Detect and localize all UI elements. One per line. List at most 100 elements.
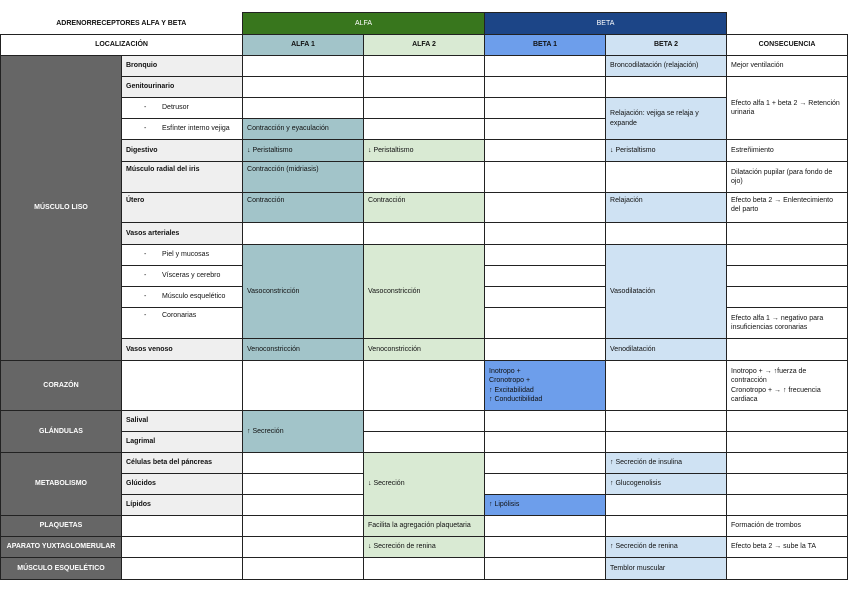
header-alfa1: ALFA 1 xyxy=(242,34,365,56)
table-row: Vasos venoso Venoconstricción Venoconstr… xyxy=(1,338,848,361)
alfa2-cell xyxy=(363,360,486,411)
beta1-cell xyxy=(484,286,607,308)
alfa1-cell xyxy=(242,360,365,411)
beta1-cell: ↑ Lipólisis xyxy=(484,494,607,516)
table-row: METABOLISMO Células beta del páncreas ↓ … xyxy=(0,452,848,516)
table-row: Piel y mucosas Vasoconstricción Vasocons… xyxy=(1,244,848,339)
category-corazon: CORAZÓN xyxy=(0,360,122,411)
location-cell xyxy=(120,360,244,411)
table-row: MÚSCULO ESQUELÉTICO Temblor muscular xyxy=(0,557,848,580)
location-cell xyxy=(120,515,244,537)
beta1-cell xyxy=(484,307,607,339)
alfa1-cell: Contracción xyxy=(242,192,365,223)
beta2-cell: ↓ Peristaltismo xyxy=(605,139,728,162)
consequence-cell: Efecto alfa 1 + beta 2 → Retención urina… xyxy=(726,76,848,140)
location-cell: Digestivo xyxy=(120,139,244,162)
table-row: APARATO YUXTAGLOMERULAR ↓ Secreción de r… xyxy=(0,536,848,558)
table-row: Genitourinario Efecto alfa 1 + beta 2 → … xyxy=(1,76,848,140)
beta1-cell xyxy=(484,557,607,580)
alfa1-cell: ↑ Secreción xyxy=(242,410,365,453)
category-metabolismo: METABOLISMO xyxy=(0,452,122,516)
beta1-cell xyxy=(484,222,607,245)
beta2-cell: Relajación xyxy=(605,192,728,223)
location-cell: Vasos venoso xyxy=(120,338,244,361)
alfa1-cell: Contracción (midriasis) xyxy=(242,161,365,193)
consequence-cell xyxy=(726,244,848,266)
consequence-cell xyxy=(726,222,848,245)
consequence-cell: Mejor ventilación xyxy=(726,55,848,77)
table-row: Útero Contracción Contracción Relajación… xyxy=(1,192,848,223)
beta1-cell xyxy=(484,515,607,537)
beta1-cell xyxy=(484,76,607,98)
alfa2-cell xyxy=(363,557,486,580)
beta1-cell xyxy=(484,118,607,140)
consequence-cell: Efecto alfa 1 → negativo para insuficien… xyxy=(726,307,848,339)
consequence-cell: Inotropo + → ↑fuerza de contracción Cron… xyxy=(726,360,848,411)
category-musculo-liso: MÚSCULO LISO xyxy=(0,55,122,361)
adrenoreceptor-table: ADRENORRECEPTORES ALFA Y BETA ALFA BETA … xyxy=(0,12,848,580)
alfa2-cell: ↓ Secreción de renina xyxy=(363,536,486,558)
alfa1-cell xyxy=(242,473,365,495)
table-row: GLÁNDULAS Salival ↑ Secreción xyxy=(0,410,848,453)
table-row: PLAQUETAS Facilita la agregación plaquet… xyxy=(0,515,848,537)
beta1-cell xyxy=(484,192,607,223)
beta2-cell xyxy=(605,360,728,411)
location-cell: Detrusor xyxy=(120,97,244,119)
alfa2-cell: ↓ Peristaltismo xyxy=(363,139,486,162)
location-cell: Glúcidos xyxy=(120,473,244,495)
header-beta: BETA xyxy=(484,12,728,35)
table-row: Lípidos ↑ Lipólisis xyxy=(1,494,848,516)
alfa1-cell: Vasoconstricción xyxy=(242,244,365,339)
table-row: Vasos arteriales xyxy=(1,222,848,245)
consequence-cell xyxy=(726,473,848,495)
consequence-cell xyxy=(726,338,848,361)
beta2-cell xyxy=(605,494,728,516)
beta1-cell xyxy=(484,97,607,119)
category-plaquetas: PLAQUETAS xyxy=(0,515,122,537)
alfa1-cell: Venoconstricción xyxy=(242,338,365,361)
alfa2-cell xyxy=(363,161,486,193)
consequence-cell: Formación de trombos xyxy=(726,515,848,537)
beta2-cell: Broncodilatación (relajación) xyxy=(605,55,728,77)
alfa1-cell xyxy=(242,515,365,537)
location-cell: Esfínter interno vejiga xyxy=(120,118,244,140)
alfa2-cell: Contracción xyxy=(363,192,486,223)
location-cell xyxy=(120,557,244,580)
consequence-cell xyxy=(726,452,848,474)
table-row: Lagrimal xyxy=(1,431,848,453)
alfa1-cell xyxy=(242,536,365,558)
alfa2-cell: ↓ Secreción xyxy=(363,452,486,516)
consequence-cell: Estreñimiento xyxy=(726,139,848,162)
beta2-cell xyxy=(605,76,728,98)
alfa2-cell xyxy=(363,410,486,432)
beta2-cell: Relajación: vejiga se relaja y expande xyxy=(605,97,728,140)
location-cell: Coronarias xyxy=(120,307,244,339)
beta1-cell xyxy=(484,244,607,266)
beta1-cell: Inotropo + Cronotropo + ↑ Excitabilidad … xyxy=(484,360,607,411)
location-cell: Lagrimal xyxy=(120,431,244,453)
location-cell: Genitourinario xyxy=(120,76,244,98)
beta1-cell xyxy=(484,536,607,558)
empty-cell xyxy=(727,13,848,35)
location-cell: Vísceras y cerebro xyxy=(120,265,244,287)
table-row: CORAZÓN Inotropo + Cronotropo + ↑ Excita… xyxy=(0,360,848,411)
alfa2-cell xyxy=(363,76,486,98)
alfa2-cell xyxy=(363,118,486,140)
beta2-cell xyxy=(605,222,728,245)
beta1-cell xyxy=(484,410,607,432)
beta2-cell: ↑ Secreción de renina xyxy=(605,536,728,558)
location-cell: Lípidos xyxy=(120,494,244,516)
table-row: Detrusor Relajación: vejiga se relaja y … xyxy=(1,97,848,140)
location-cell: Salival xyxy=(120,410,244,432)
alfa1-cell xyxy=(242,452,365,474)
alfa2-cell: Vasoconstricción xyxy=(363,244,486,339)
alfa1-cell xyxy=(242,76,365,98)
header-beta1: BETA 1 xyxy=(484,34,607,56)
beta2-cell: Vasodilatación xyxy=(605,244,728,339)
location-cell: Bronquio xyxy=(120,55,244,77)
location-cell: Músculo esquelético xyxy=(120,286,244,308)
location-cell xyxy=(120,536,244,558)
beta2-cell: Temblor muscular xyxy=(605,557,728,580)
header-localizacion: LOCALIZACIÓN xyxy=(0,34,244,56)
location-cell: Piel y mucosas xyxy=(120,244,244,266)
